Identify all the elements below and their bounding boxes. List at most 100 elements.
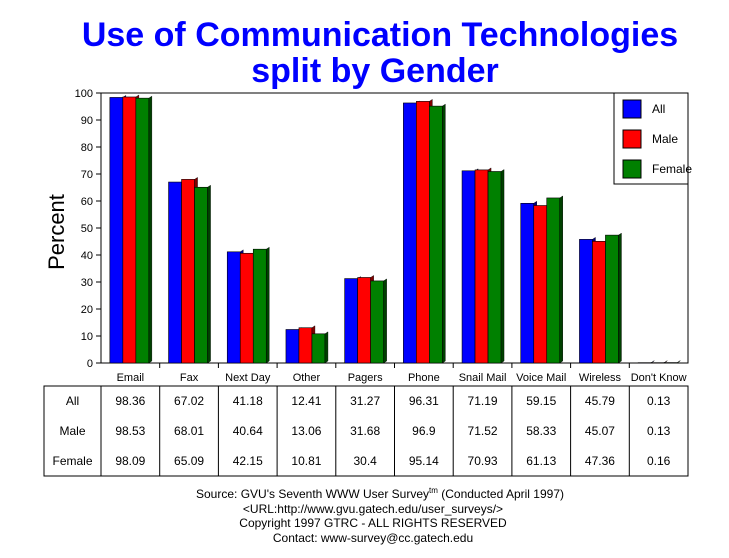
bar-all xyxy=(344,278,358,364)
y-tick-label: 70 xyxy=(81,169,93,181)
legend-label-male: Male xyxy=(652,132,678,146)
bar-female xyxy=(605,234,619,364)
y-tick-label: 80 xyxy=(81,142,93,154)
bar-all xyxy=(579,239,593,364)
legend-swatch-female xyxy=(622,159,642,179)
bar-female xyxy=(487,171,502,364)
legend-swatch-all xyxy=(622,99,642,119)
x-tick-label: Snail Mail xyxy=(459,372,507,384)
legend-swatch-male xyxy=(622,129,642,149)
bar-side-female xyxy=(442,103,446,364)
table-cell: 96.9 xyxy=(412,424,436,438)
legend-label-female: Female xyxy=(652,162,692,176)
bar-all xyxy=(461,170,476,364)
footer-source: Source: GVU's Seventh WWW User Surveytm … xyxy=(196,486,564,501)
bar-side-female xyxy=(676,360,681,364)
table-cell: 0.16 xyxy=(647,454,671,468)
table-cell: 12.41 xyxy=(291,394,321,408)
table-cell: 70.93 xyxy=(468,454,498,468)
table-cell: 71.19 xyxy=(468,394,498,408)
table-cell: 31.27 xyxy=(350,394,380,408)
table-cell: 13.06 xyxy=(291,424,321,438)
bar-male xyxy=(416,101,430,364)
bar-female xyxy=(311,333,326,364)
table-row-label: Female xyxy=(52,454,92,468)
table-cell: 42.15 xyxy=(233,454,263,468)
y-tick-label: 90 xyxy=(81,115,93,127)
table-cell: 41.18 xyxy=(233,394,263,408)
bar-female xyxy=(429,105,443,364)
table-cell: 0.13 xyxy=(647,394,671,408)
table-cell: 98.36 xyxy=(115,394,145,408)
bar-all xyxy=(109,97,124,364)
table-cell: 98.09 xyxy=(115,454,145,468)
bar-side-female xyxy=(618,232,622,364)
bar-female xyxy=(135,97,150,364)
bar-male xyxy=(122,96,137,364)
y-axis-label: Percent xyxy=(44,194,69,270)
table-row-label: Male xyxy=(59,424,85,438)
table-cell: 95.14 xyxy=(409,454,439,468)
bar-female xyxy=(663,362,678,364)
table-cell: 30.4 xyxy=(353,454,377,468)
bar-side-female xyxy=(266,246,270,364)
y-tick-label: 100 xyxy=(75,88,93,100)
table-cell: 45.07 xyxy=(585,424,615,438)
table-cell: 71.52 xyxy=(468,424,498,438)
bar-male xyxy=(181,179,195,364)
bar-male xyxy=(533,205,548,364)
bar-side-female xyxy=(324,331,329,364)
bar-side-female xyxy=(148,95,153,364)
footer-url: <URL:http://www.gvu.gatech.edu/user_surv… xyxy=(243,502,503,516)
bar-side-female xyxy=(383,278,387,364)
bar-male xyxy=(239,252,254,364)
bar-male xyxy=(357,277,371,364)
table-cell: 47.36 xyxy=(585,454,615,468)
bar-all xyxy=(403,102,417,364)
table-cell: 0.13 xyxy=(647,424,671,438)
bar-male xyxy=(474,169,489,364)
y-tick-label: 20 xyxy=(81,304,93,316)
table-cell: 98.53 xyxy=(115,424,145,438)
x-tick-label: Next Day xyxy=(225,372,271,384)
footer-contact: Contact: www-survey@cc.gatech.edu xyxy=(273,531,473,545)
legend-label-all: All xyxy=(652,102,665,116)
bar-all xyxy=(168,181,182,364)
table-cell: 58.33 xyxy=(526,424,556,438)
bar-male xyxy=(650,362,665,364)
x-tick-label: Other xyxy=(293,372,321,384)
bar-female xyxy=(252,248,267,364)
bar-female xyxy=(370,280,384,364)
bar-all xyxy=(520,202,535,364)
x-tick-label: Voice Mail xyxy=(516,372,566,384)
chart-title-line1: Use of Communication Technologies xyxy=(82,16,678,54)
bar-male xyxy=(298,327,313,364)
footer-conducted: (Conducted April 1997) xyxy=(438,487,564,501)
bar-all xyxy=(637,362,652,364)
x-tick-label: Wireless xyxy=(579,372,622,384)
x-tick-label: Email xyxy=(117,372,145,384)
bar-all xyxy=(285,329,300,364)
y-tick-label: 50 xyxy=(81,223,93,235)
bar-male xyxy=(592,241,606,364)
bar-all xyxy=(226,251,241,364)
y-tick-label: 10 xyxy=(81,331,93,343)
table-row-label: All xyxy=(66,394,79,408)
x-tick-label: Phone xyxy=(408,372,440,384)
table-cell: 61.13 xyxy=(526,454,556,468)
table-cell: 68.01 xyxy=(174,424,204,438)
bar-side-female xyxy=(559,195,563,364)
x-tick-label: Pagers xyxy=(348,372,383,384)
y-tick-label: 40 xyxy=(81,250,93,262)
bar-female xyxy=(194,186,208,364)
footer-source-text: Source: GVU's Seventh WWW User Survey xyxy=(196,487,429,501)
footer-copyright: Copyright 1997 GTRC - ALL RIGHTS RESERVE… xyxy=(239,516,507,530)
table-cell: 45.79 xyxy=(585,394,615,408)
bar-side-female xyxy=(500,169,505,364)
bar-side-female xyxy=(207,184,211,364)
table-cell: 31.68 xyxy=(350,424,380,438)
y-tick-label: 0 xyxy=(87,358,93,370)
chart-title-line2: split by Gender xyxy=(251,52,499,90)
table-cell: 10.81 xyxy=(291,454,321,468)
